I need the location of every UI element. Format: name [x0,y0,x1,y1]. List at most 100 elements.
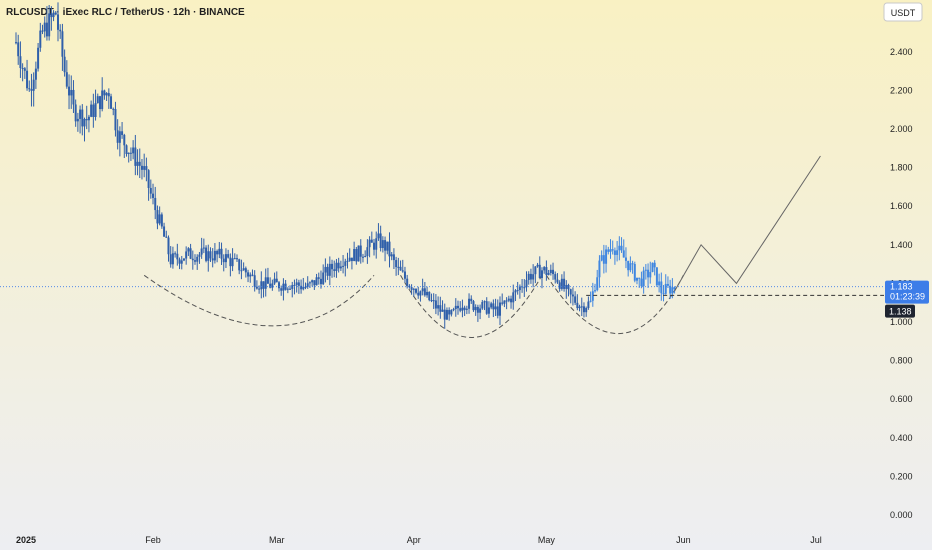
candle-body [669,285,672,294]
x-tick-label: Mar [269,535,285,545]
candle-body [220,248,223,259]
candle-body [182,258,185,261]
x-tick-label: May [538,535,556,545]
candle-body [384,240,387,251]
candle-body [492,303,495,310]
candle-body [293,284,296,286]
candle-body [39,30,42,48]
level-price-tag: 1.138 [885,304,915,318]
candle-body [26,70,29,89]
x-tick-label: 2025 [16,535,36,545]
candle-body [160,214,163,227]
x-axis[interactable]: 2025 Feb Mar Apr May Jun Jul [16,535,822,545]
candle-body [125,145,128,154]
y-tick-label: 1.000 [890,317,913,327]
candle-body [664,283,667,294]
candle-body [249,274,252,277]
candle-body [353,249,356,262]
candle-body [516,290,519,292]
candle-body [295,282,298,285]
candle-body [441,309,444,312]
candle-body [238,259,241,271]
candle-body [196,256,199,262]
candle-body [459,308,462,311]
candle-body [401,270,404,272]
candle-body [432,300,435,302]
candle-body [83,118,86,127]
candle-body [463,307,466,310]
candle-body [326,266,329,276]
candle-body [253,275,256,287]
candle-body [538,264,541,279]
candle-body [479,308,482,313]
candle-body [647,269,650,278]
candle-body [79,109,82,119]
candle-body [655,267,658,286]
candle-body [132,147,135,154]
candle-body [430,300,433,302]
candle-body [379,233,382,249]
candle-body [576,302,579,309]
candle-body [359,245,362,257]
candle-body [63,56,66,73]
candle-body [30,89,33,91]
candle-body [399,266,402,271]
candle-body [167,237,170,255]
candle-body [624,257,627,261]
candle-body [339,266,342,269]
candle-body [585,307,588,313]
candle-body [34,68,37,80]
currency-badge[interactable]: USDT [883,2,923,22]
candle-body [560,278,563,289]
candle-body [649,271,652,278]
candle-body [61,31,64,57]
candle-body [381,240,384,249]
candle-body [415,288,418,293]
candle-body [613,250,616,255]
currency-badge-label: USDT [891,8,916,18]
candle-body [503,300,506,304]
candle-body [229,257,232,267]
candle-body [514,290,517,293]
candle-body [23,68,26,71]
candle-body [580,306,583,308]
candle-body [426,291,429,296]
candle-body [494,306,497,310]
candle-body [116,130,119,143]
candle-body [633,264,636,281]
candle-body [653,262,656,268]
candle-body [147,170,150,188]
candle-body [273,278,276,284]
candle-body [149,187,152,194]
candle-body [525,279,528,288]
rounding-bottom-arc [545,275,684,335]
candle-body [52,12,55,18]
candle-body [547,272,550,275]
candle-body [346,260,349,262]
candle-body [644,269,647,271]
candle-body [152,193,155,198]
candle-body [300,285,303,290]
candle-body [348,257,351,261]
candle-body [673,287,676,290]
candle-body [194,260,197,262]
candle-body [582,306,585,313]
candle-body [134,147,137,166]
x-tick-label: Jul [810,535,822,545]
candle-body [322,272,325,285]
candle-body [331,263,334,270]
candle-body [236,258,238,260]
candle-body [428,291,431,301]
projection-path [674,155,821,292]
candle-body [289,288,292,290]
candle-body [101,90,104,110]
last-price-tag: 1.183 01:23:39 [885,280,929,304]
candle-body [565,284,568,289]
candle-body [481,302,484,309]
candle-body [448,309,451,315]
candle-body [286,288,289,290]
candle-body [434,300,437,309]
candle-body [244,268,247,273]
candle-body [185,251,188,259]
